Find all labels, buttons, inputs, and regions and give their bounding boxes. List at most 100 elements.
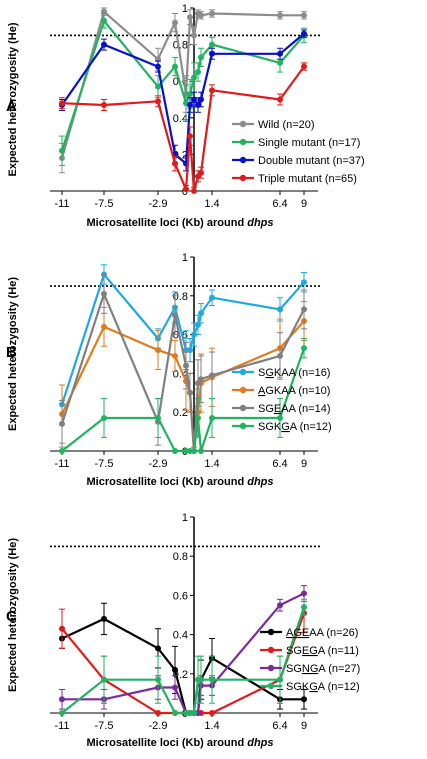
panel-letter: A [6, 98, 17, 115]
legend-label-underlined: G [309, 681, 318, 693]
data-point [187, 101, 193, 108]
x-axis-title: Microsatellite loci (Kb) around dhps [86, 737, 273, 749]
data-point [172, 312, 178, 319]
x-tick-label: 6.4 [272, 198, 287, 210]
data-point [209, 294, 215, 301]
x-axis-title-main: Microsatellite loci (Kb) around [86, 737, 247, 749]
data-point [209, 87, 215, 94]
data-point [198, 96, 204, 103]
legend-swatch-marker [239, 404, 247, 412]
legend-swatch-marker [239, 422, 247, 430]
legend-label: Single mutant (n=17) [258, 137, 360, 149]
data-point [198, 169, 204, 176]
legend-label-underlined: G [281, 421, 290, 433]
legend-label: SGKGA (n=12) [286, 681, 360, 693]
data-point [198, 310, 204, 317]
y-tick-label: 1 [182, 512, 188, 524]
data-point [277, 96, 283, 103]
legend-swatch-marker [239, 138, 247, 146]
data-point [277, 676, 283, 683]
panel-letter: B [6, 344, 17, 361]
legend-label-suffix: A (n=11) [318, 645, 359, 657]
legend-label-suffix: GKAA (n=10) [265, 385, 330, 397]
y-tick-label: 1 [182, 252, 188, 264]
y-tick-label: 0.4 [173, 630, 188, 642]
legend-swatch-marker [267, 682, 275, 690]
data-point [301, 604, 307, 611]
data-point [183, 186, 189, 193]
legend-label-underlined: AGE [286, 627, 309, 639]
legend: Wild (n=20) Single mutant (n=17) Double mu… [232, 119, 365, 185]
data-point [59, 696, 65, 703]
data-point [172, 352, 178, 359]
legend-label: SGKGA (n=12) [258, 421, 332, 433]
data-point [277, 59, 283, 66]
legend-swatch-marker [239, 120, 247, 128]
y-axis-title: Expected heterozygosity (He) [7, 22, 19, 176]
x-tick-label: -2.9 [149, 720, 168, 732]
data-point [301, 63, 307, 70]
data-point [277, 12, 283, 19]
data-point [155, 83, 161, 90]
series-line [60, 273, 305, 405]
legend-label-suffix: A (n=12) [318, 681, 360, 693]
x-axis-title: Microsatellite loci (Kb) around dhps [86, 217, 273, 229]
chart-panel-b: B00.20.40.60.81-11-7.5-2.91.46.49Expecte… [6, 252, 332, 488]
y-axis-title: Expected heterozygosity (He) [7, 538, 19, 692]
legend-item: AGEAA (n=26) [260, 627, 358, 639]
data-point [277, 602, 283, 609]
data-point [301, 30, 307, 37]
data-point [101, 323, 107, 330]
data-point [277, 306, 283, 313]
legend-label-suffix: A (n=27) [318, 663, 360, 675]
x-tick-label: -2.9 [149, 198, 168, 210]
data-point [198, 376, 204, 383]
data-point [101, 17, 107, 24]
data-point [301, 590, 307, 597]
x-tick-label: 9 [301, 198, 307, 210]
x-axis-title: Microsatellite loci (Kb) around dhps [86, 476, 273, 488]
series-line [61, 32, 305, 165]
y-axis-title: Expected heterozygosity (He) [7, 277, 19, 431]
data-point [195, 415, 201, 422]
data-point [191, 32, 197, 39]
x-tick-label: -7.5 [95, 458, 114, 470]
data-point [172, 63, 178, 70]
legend-label-prefix: SG [258, 403, 274, 415]
x-tick-label: 6.4 [272, 720, 287, 732]
x-tick-label: 1.4 [204, 198, 219, 210]
legend-label: SGEAA (n=14) [258, 403, 330, 415]
data-point [209, 710, 215, 716]
legend-label-prefix: SGK [258, 421, 282, 433]
data-point [198, 676, 204, 683]
y-tick-label: 0.6 [173, 590, 188, 602]
legend-label-suffix: A (n=12) [290, 421, 332, 433]
data-point [155, 710, 161, 716]
data-point [172, 448, 178, 454]
data-point [155, 645, 161, 652]
data-point [209, 50, 215, 57]
legend-label-underlined: G [265, 367, 274, 379]
legend-label-underlined: EG [302, 645, 318, 657]
legend-label-prefix: S [258, 367, 265, 379]
data-point [209, 415, 215, 422]
y-tick-label: 0.8 [173, 291, 188, 303]
x-tick-label: -7.5 [95, 720, 114, 732]
data-point [59, 420, 65, 427]
series-2 [59, 12, 307, 166]
data-point [172, 666, 178, 673]
x-tick-label: -11 [54, 198, 69, 210]
data-point [209, 10, 215, 17]
data-point [209, 41, 215, 48]
x-axis-title-gene: dhps [247, 476, 273, 488]
legend-label: Triple mutant (n=65) [258, 173, 357, 185]
data-point [198, 54, 204, 61]
x-tick-label: -11 [54, 458, 69, 470]
data-point [101, 615, 107, 622]
series-line [60, 10, 304, 159]
data-point [155, 98, 161, 105]
data-point [172, 684, 178, 691]
data-point [301, 12, 307, 19]
legend-label-prefix: SG [286, 645, 302, 657]
data-point [187, 389, 193, 396]
